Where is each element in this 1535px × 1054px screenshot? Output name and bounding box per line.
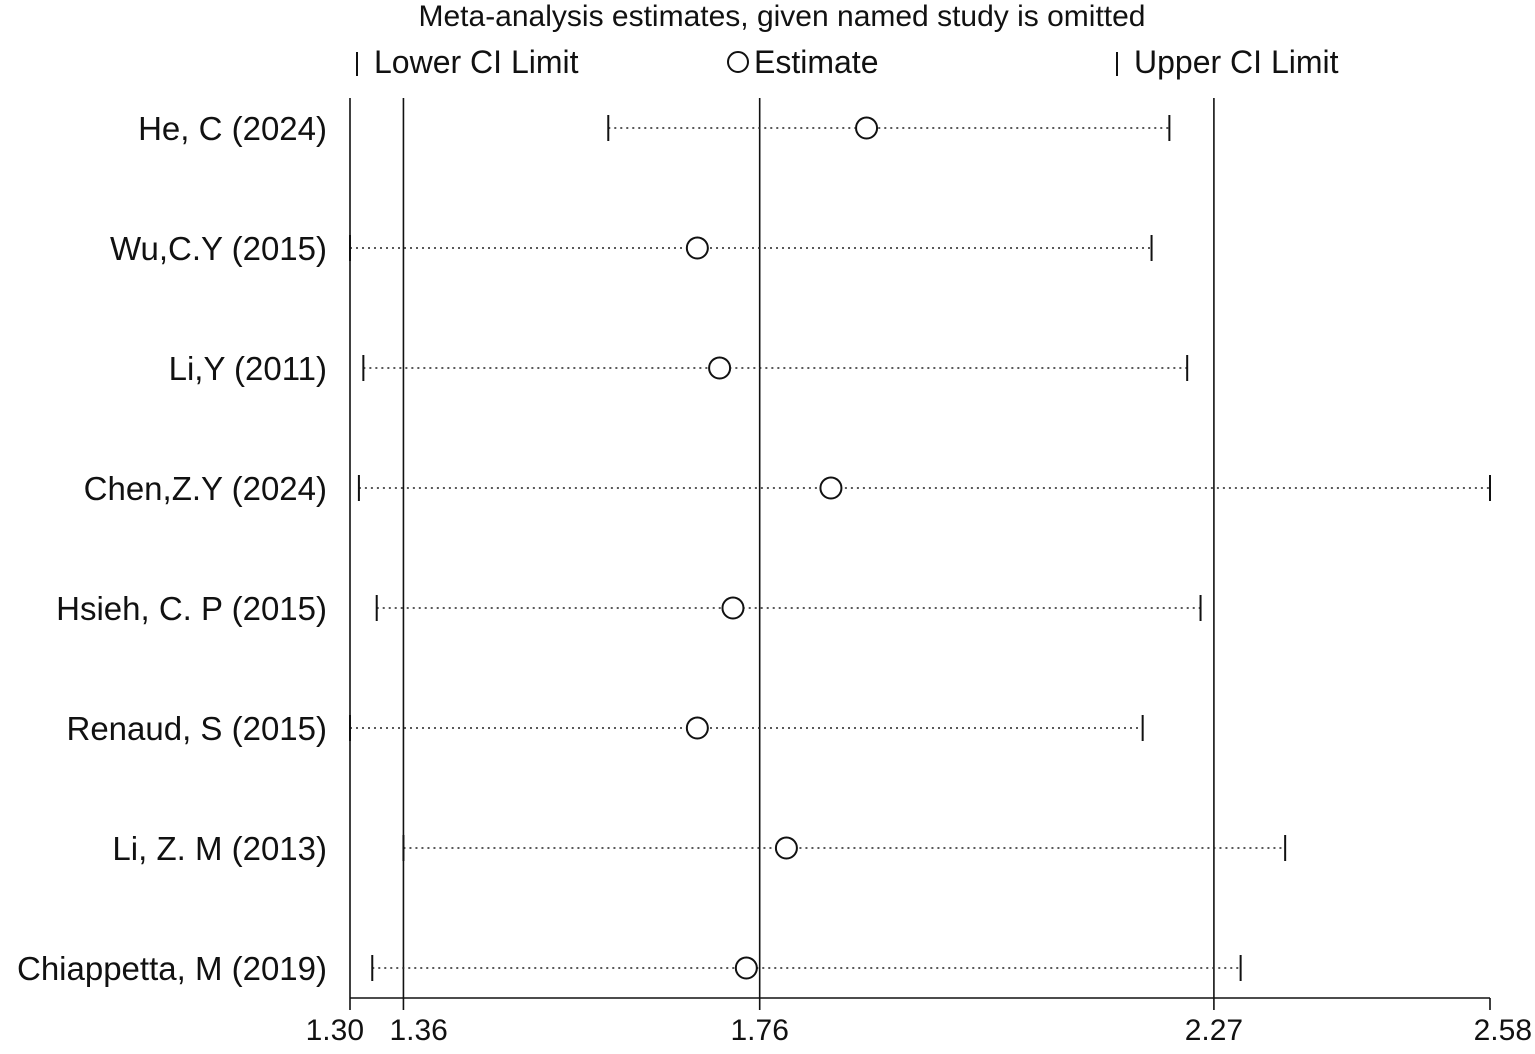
estimate-marker xyxy=(734,956,758,980)
estimate-marker xyxy=(685,716,709,740)
study-label: Li, Z. M (2013) xyxy=(112,830,327,867)
estimate-marker xyxy=(855,116,879,140)
study-label: Chiappetta, M (2019) xyxy=(17,950,327,987)
estimate-marker xyxy=(721,596,745,620)
x-tick-label: 2.58 xyxy=(1474,1014,1532,1047)
estimate-marker xyxy=(774,836,798,860)
x-tick-label: 1.76 xyxy=(730,1014,788,1047)
legend-estimate-marker xyxy=(727,51,749,73)
study-label: Li,Y (2011) xyxy=(169,350,327,387)
study-label: Hsieh, C. P (2015) xyxy=(56,590,327,627)
x-tick-label: 1.30 xyxy=(306,1014,364,1047)
study-label: Renaud, S (2015) xyxy=(66,710,327,747)
study-label: Wu,C.Y (2015) xyxy=(110,230,327,267)
legend: Lower CI Limit Estimate Upper CI Limit xyxy=(356,44,1339,80)
legend-lower-label: Lower CI Limit xyxy=(374,44,579,80)
study-label: Chen,Z.Y (2024) xyxy=(84,470,327,507)
x-tick-label: 2.27 xyxy=(1185,1014,1243,1047)
chart-title: Meta-analysis estimates, given named stu… xyxy=(419,0,1146,33)
estimate-marker xyxy=(685,236,709,260)
legend-estimate-label: Estimate xyxy=(754,44,878,80)
plot-area: 1.30 1.36 1.76 2.27 2.58 He, C (2024) Wu,C.Y (… xyxy=(17,98,1532,1047)
estimate-marker xyxy=(819,476,843,500)
x-tick-label: 1.36 xyxy=(389,1014,447,1047)
study-label: He, C (2024) xyxy=(138,110,327,147)
legend-upper-label: Upper CI Limit xyxy=(1134,44,1339,80)
estimate-marker xyxy=(708,356,732,380)
